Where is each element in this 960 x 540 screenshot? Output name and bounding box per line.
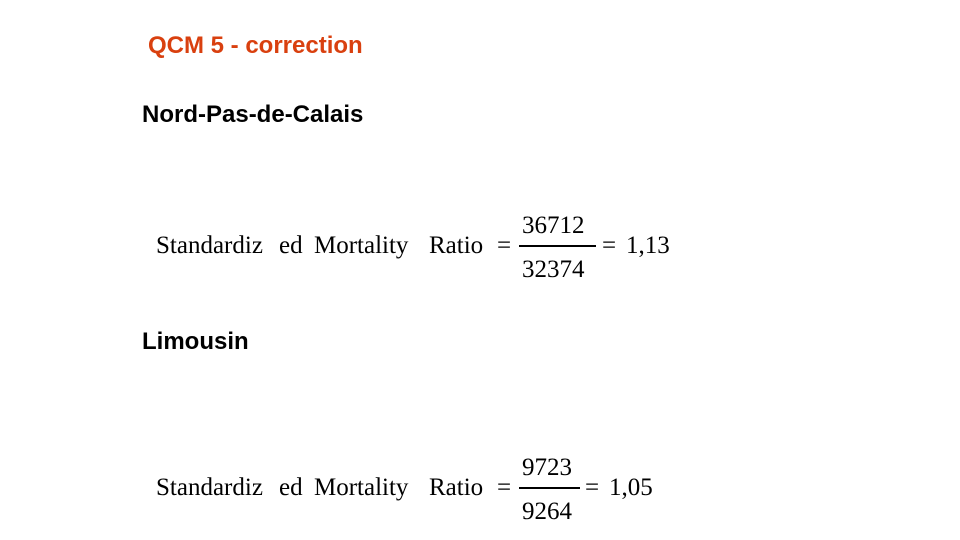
formula-nord-pas-de-calais: Standardiz ed Mortality Ratio = 36712 32… <box>0 210 960 290</box>
section-heading-nord-pas-de-calais: Nord-Pas-de-Calais <box>142 101 364 128</box>
formula-denominator: 9264 <box>522 498 572 525</box>
formula-equals-result: = <box>602 232 617 259</box>
formula-lhs-word-2: ed <box>279 232 303 259</box>
formula-denominator: 32374 <box>522 256 585 283</box>
fraction-bar <box>519 245 596 247</box>
slide-title: QCM 5 - correction <box>148 32 363 59</box>
formula-equals: = <box>497 232 512 259</box>
formula-lhs-word-3: Mortality <box>314 474 409 501</box>
formula-lhs-word-1: Standardiz <box>156 474 263 501</box>
formula-equals: = <box>497 474 512 501</box>
formula-lhs-word-1: Standardiz <box>156 232 263 259</box>
formula-result: 1,13 <box>626 232 670 259</box>
formula-lhs-word-4: Ratio <box>429 474 484 501</box>
formula-numerator: 36712 <box>522 212 585 239</box>
fraction-bar <box>519 487 580 489</box>
formula-lhs-word-3: Mortality <box>314 232 409 259</box>
formula-lhs-word-4: Ratio <box>429 232 484 259</box>
formula-equals-result: = <box>585 474 600 501</box>
formula-numerator: 9723 <box>522 454 572 481</box>
section-heading-limousin: Limousin <box>142 328 249 355</box>
formula-lhs-word-2: ed <box>279 474 303 501</box>
formula-limousin: Standardiz ed Mortality Ratio = 9723 926… <box>0 452 960 532</box>
formula-result: 1,05 <box>609 474 653 501</box>
